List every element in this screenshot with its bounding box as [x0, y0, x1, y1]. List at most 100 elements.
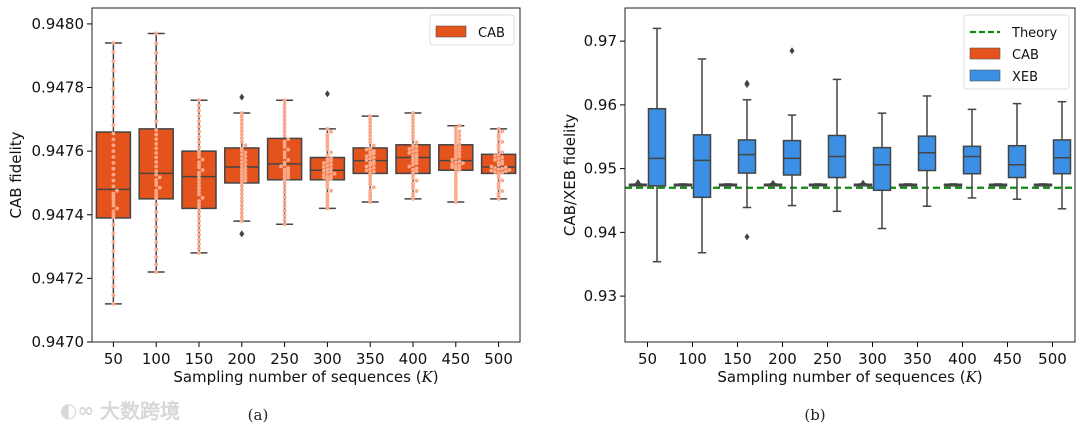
swarm-point — [453, 174, 458, 178]
swarm-point — [321, 168, 326, 173]
swarm-point — [496, 181, 501, 186]
swarm-point — [111, 275, 116, 280]
swarm-point — [286, 175, 291, 180]
box-cab-450 — [438, 123, 474, 204]
swarm-point — [496, 186, 501, 191]
swarm-point — [197, 134, 201, 139]
swarm-point — [329, 173, 333, 178]
swarm-point — [368, 150, 373, 155]
swarm-point — [282, 160, 287, 165]
swarm-point — [197, 103, 201, 108]
chart-a: 0.9470 0.9472 0.9474 0.9476 0.9478 0.9480 50 10… — [7, 7, 521, 424]
swarm-point — [282, 121, 287, 126]
swarm-point — [371, 148, 376, 153]
swarm-point — [411, 159, 415, 164]
box-iqr — [872, 146, 892, 192]
box-xeb-50 — [647, 27, 667, 263]
swarm-point — [115, 206, 119, 211]
swarm-point — [368, 130, 373, 135]
swarm-point — [411, 196, 415, 201]
swarm-point — [411, 145, 415, 150]
swarm-point — [457, 137, 462, 142]
swarm-point — [239, 170, 244, 175]
swarm-point — [197, 140, 201, 144]
swarm-point — [111, 194, 116, 199]
swarm-point — [453, 160, 458, 165]
outlier-marker — [744, 233, 750, 241]
swarm-point — [453, 177, 458, 182]
swarm-point — [368, 124, 373, 128]
swarm-point — [239, 183, 244, 188]
x-tick-label: 350 — [356, 350, 385, 368]
swarm-point — [493, 170, 497, 174]
box-cab-150 — [181, 98, 217, 255]
swarm-point — [197, 170, 201, 175]
swarm-point — [325, 147, 330, 152]
swarm-point — [414, 152, 419, 157]
swarm-point — [197, 189, 201, 194]
swarm-point — [321, 172, 326, 177]
swarm-point — [411, 117, 415, 122]
swarm-point — [503, 165, 508, 170]
swarm-point — [197, 155, 201, 159]
swarm-point — [368, 167, 373, 172]
swarm-point — [500, 159, 505, 164]
swarm-point — [111, 105, 116, 109]
swarm-point — [496, 167, 501, 172]
swarm-point — [111, 123, 116, 128]
swarm-point — [154, 193, 159, 198]
x-axis-label: Sampling number of sequences (K) — [173, 368, 438, 386]
swarm-point — [111, 77, 116, 82]
chart-b: 0.93 0.94 0.95 0.96 0.97 50 100 150 200 250 300 350… — [561, 7, 1076, 424]
y-tick-label: 0.97 — [584, 32, 617, 50]
swarm-point — [286, 158, 291, 162]
swarm-point — [154, 160, 159, 164]
y-tick-label: 0.96 — [584, 96, 617, 114]
swarm-point — [154, 196, 159, 201]
swarm-point — [111, 86, 116, 91]
x-tick-label: 450 — [441, 350, 470, 368]
swarm-point — [325, 132, 330, 137]
legend: CAB — [429, 14, 515, 46]
swarm-point — [325, 203, 330, 208]
swarm-point — [286, 169, 291, 174]
swarm-point — [197, 149, 201, 154]
swarm-point — [325, 183, 330, 187]
swarm-point — [368, 160, 373, 165]
swarm-point — [507, 168, 512, 172]
box-xeb-100 — [692, 58, 712, 254]
swarm-point — [368, 146, 373, 151]
outlier-marker — [239, 230, 245, 238]
swarm-point — [500, 189, 505, 193]
swarm-point — [111, 191, 116, 196]
swarm-point — [154, 128, 159, 132]
swarm-point — [493, 154, 497, 158]
swarm-point — [197, 214, 201, 219]
swarm-point — [282, 133, 287, 138]
swarm-point — [157, 185, 162, 190]
swarm-point — [154, 155, 159, 160]
swarm-point — [111, 59, 116, 64]
swarm-point — [496, 163, 501, 167]
legend-label: Theory — [1011, 26, 1057, 41]
swarm-point — [111, 231, 116, 236]
box-cab-450 — [988, 183, 1008, 187]
swarm-point — [239, 195, 244, 200]
axes-frame — [91, 7, 521, 343]
swarm-point — [368, 114, 373, 119]
swarm-point — [457, 123, 462, 128]
swarm-point — [325, 153, 330, 158]
swarm-point — [154, 240, 159, 244]
swarm-point — [368, 137, 373, 141]
swarm-point — [496, 132, 501, 136]
swarm-point — [197, 241, 201, 246]
swarm-point — [282, 217, 287, 222]
box-xeb-400 — [962, 108, 982, 199]
swarm-point — [154, 100, 159, 104]
swarm-point — [457, 129, 462, 134]
box-cab-250 — [808, 183, 828, 187]
swarm-point — [282, 174, 287, 179]
swarm-point — [364, 164, 369, 169]
swarm-point — [111, 166, 116, 171]
x-tick-label: 300 — [313, 350, 342, 368]
